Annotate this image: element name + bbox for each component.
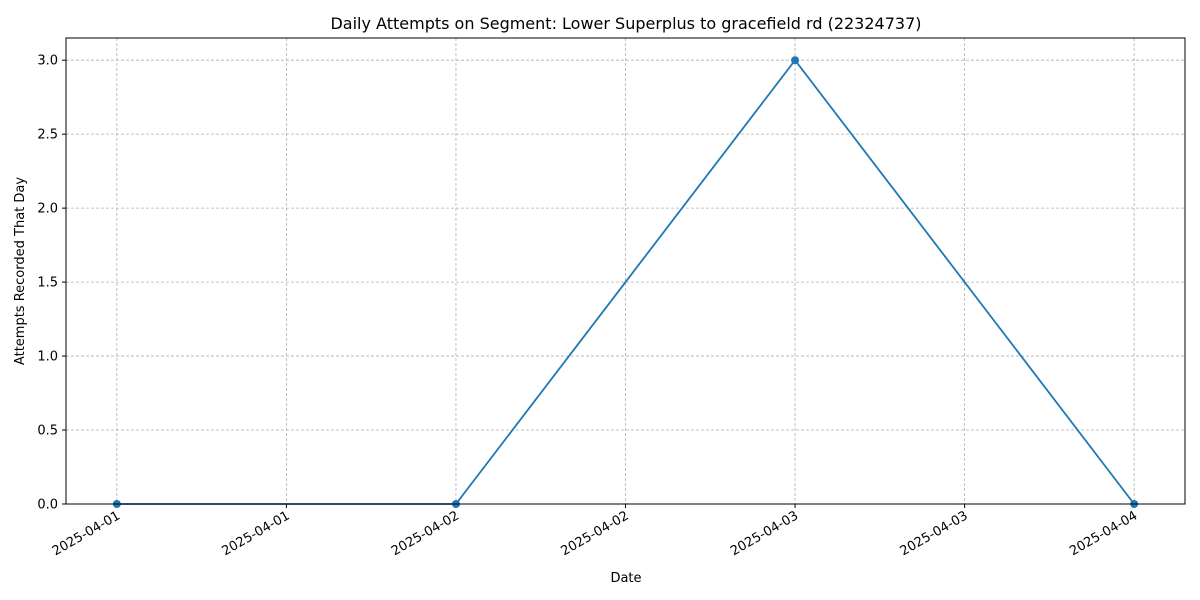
y-tick-label: 3.0: [37, 54, 58, 69]
y-tick-label: 2.0: [37, 202, 58, 217]
y-tick-label: 2.5: [37, 128, 58, 143]
x-axis-label: Date: [610, 571, 641, 586]
y-tick-label: 0.5: [37, 424, 58, 439]
y-tick-label: 0.0: [37, 498, 58, 513]
y-axis-label: Attempts Recorded That Day: [13, 177, 28, 365]
y-tick-label: 1.0: [37, 350, 58, 365]
chart-title: Daily Attempts on Segment: Lower Superpl…: [330, 14, 921, 33]
marker: [791, 56, 800, 65]
plot-frame: [65, 37, 1186, 505]
y-tick-label: 1.5: [37, 276, 58, 291]
